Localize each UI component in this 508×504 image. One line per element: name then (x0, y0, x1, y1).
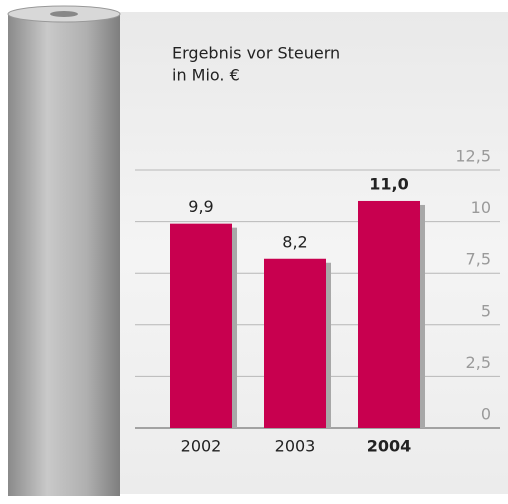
y-tick-label: 12,5 (455, 147, 491, 166)
bar (358, 200, 420, 428)
value-label: 8,2 (282, 232, 307, 251)
bar (264, 258, 326, 428)
bar (170, 223, 232, 428)
value-label: 9,9 (188, 197, 213, 216)
y-tick-label: 10 (471, 198, 491, 217)
y-tick-label: 2,5 (466, 353, 491, 372)
y-tick-label: 0 (481, 405, 491, 424)
chart-subtitle: in Mio. € (172, 66, 240, 85)
x-tick-label: 2002 (181, 437, 222, 456)
x-tick-label: 2003 (275, 437, 316, 456)
y-tick-label: 7,5 (466, 250, 491, 269)
y-tick-label: 5 (481, 301, 491, 320)
roll-core (50, 11, 78, 17)
value-label: 11,0 (369, 174, 408, 193)
x-tick-label: 2004 (367, 437, 412, 456)
chart-title: Ergebnis vor Steuern (172, 44, 340, 63)
roll (8, 14, 120, 496)
